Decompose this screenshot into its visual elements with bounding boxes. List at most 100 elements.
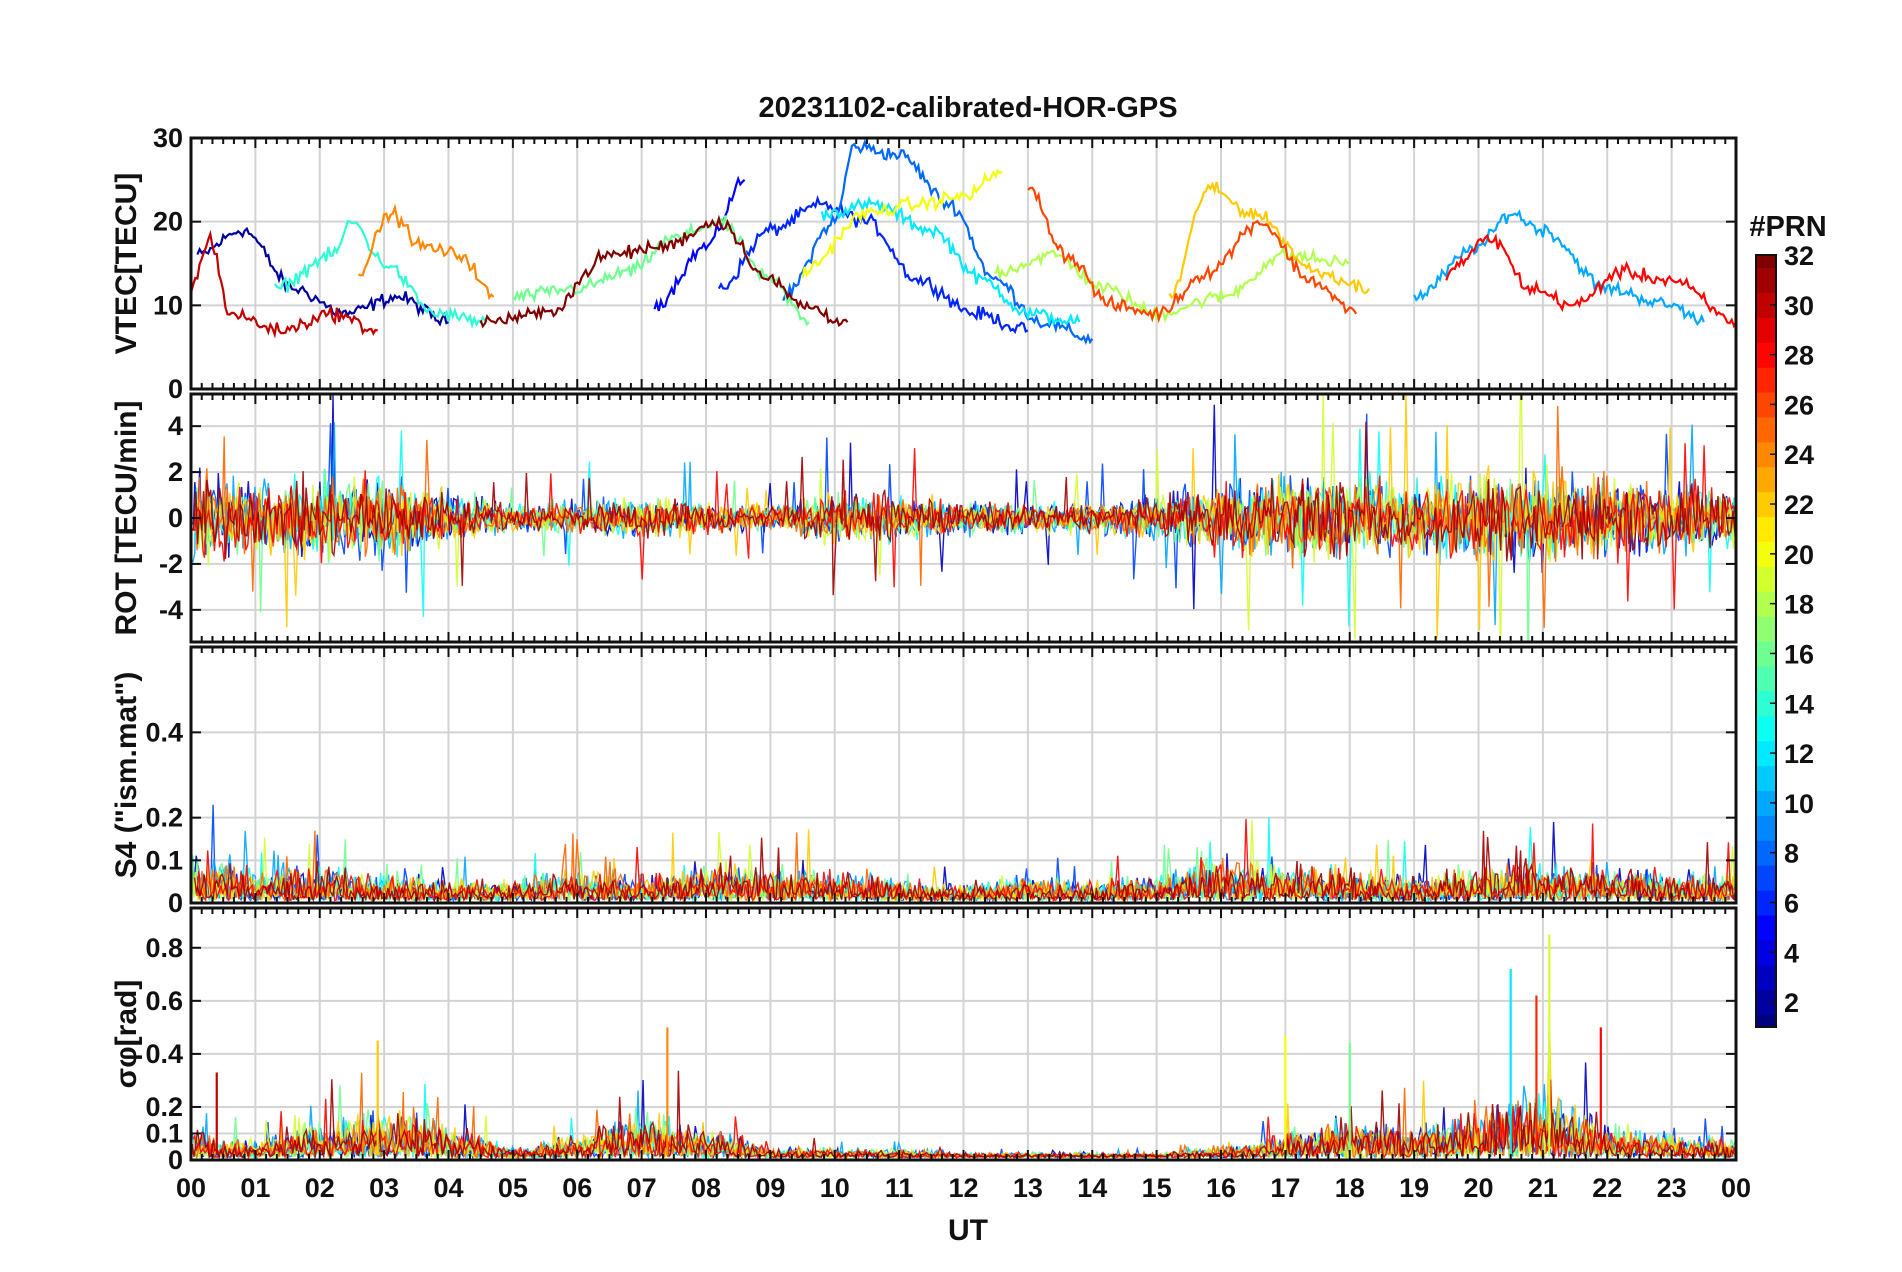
colorbar-band-15 — [1756, 665, 1776, 692]
colorbar-tick-label: 32 — [1784, 241, 1814, 271]
colorbar-band-13 — [1756, 715, 1776, 742]
series-line-prn-14 — [273, 220, 488, 330]
colorbar-band-4 — [1756, 939, 1776, 966]
noise-trace-prn-31 — [193, 830, 1736, 903]
x-tick-label: 13 — [1013, 1173, 1043, 1203]
y-tick-label: 0 — [168, 374, 183, 404]
colorbar-tick-label: 22 — [1784, 490, 1814, 520]
colorbar-band-6 — [1756, 890, 1776, 916]
x-tick-label: 16 — [1206, 1173, 1236, 1203]
x-tick-label: 06 — [562, 1173, 592, 1203]
panel-s4: 0 0.1 0.2 0.4S4 ("ism.mat") — [110, 645, 1738, 918]
y-tick-label: 2 — [168, 457, 183, 487]
colorbar-tick-label: 2 — [1784, 988, 1799, 1018]
x-tick-label: 09 — [755, 1173, 785, 1203]
noise-trace-prn-31 — [191, 421, 1736, 596]
y-tick-label: 30 — [153, 123, 183, 153]
panel-frame — [189, 906, 1738, 1162]
colorbar-band-2 — [1756, 989, 1776, 1016]
colorbar-tick-label: 24 — [1784, 440, 1814, 470]
x-tick-label: 12 — [948, 1173, 978, 1203]
x-tick-label: 19 — [1399, 1173, 1429, 1203]
y-tick-label: 0.2 — [145, 803, 183, 833]
panel-frame — [189, 392, 1738, 644]
x-tick-label: 07 — [627, 1173, 657, 1203]
y-axis-label-s4: S4 ("ism.mat") — [110, 672, 143, 879]
y-tick-label: 0.1 — [145, 1118, 183, 1148]
series-line-prn-22 — [1168, 181, 1371, 299]
colorbar-band-32 — [1756, 255, 1776, 269]
x-tick-label: 01 — [240, 1173, 270, 1203]
series-line-prn-2 — [196, 226, 449, 327]
colorbar-band-30 — [1756, 292, 1776, 318]
colorbar-tick-label: 6 — [1784, 888, 1799, 918]
colorbar-tick-label: 8 — [1784, 839, 1799, 869]
y-tick-label: 0.1 — [145, 845, 183, 875]
colorbar-band-14 — [1756, 690, 1776, 717]
colorbar-band-18 — [1756, 591, 1776, 617]
series-line-prn-28 — [1445, 233, 1736, 329]
colorbar-band-22 — [1756, 491, 1776, 518]
x-tick-label: 18 — [1335, 1173, 1365, 1203]
colorbar-band-5 — [1756, 914, 1776, 941]
series-line-prn-30 — [191, 229, 378, 339]
x-tick-label: 17 — [1270, 1173, 1300, 1203]
panel-vtec: 0 10 20 30 VTEC[TECU] — [110, 123, 1738, 404]
colorbar-band-1 — [1756, 1014, 1776, 1028]
colorbar-frame — [1755, 254, 1777, 1028]
colorbar-band-24 — [1756, 441, 1776, 468]
y-tick-label: 0 — [168, 503, 183, 533]
y-tick-label: -4 — [159, 595, 183, 625]
colorbar-tick-label: 20 — [1784, 540, 1814, 570]
series-line-prn-18 — [994, 245, 1351, 324]
y-tick-label: 0.8 — [145, 933, 183, 963]
colorbar-band-20 — [1756, 541, 1776, 567]
series-line-prn-6 — [717, 195, 1029, 335]
colorbar-tick-label: 14 — [1784, 689, 1814, 719]
y-tick-label: -2 — [159, 549, 183, 579]
series-line-prn-24 — [357, 203, 495, 301]
series-line-prn-5 — [653, 175, 746, 312]
x-tick-label: 00 — [1721, 1173, 1751, 1203]
noise-trace-prn-31 — [191, 1070, 1735, 1160]
colorbar-band-26 — [1756, 391, 1776, 418]
colorbar-band-19 — [1756, 566, 1776, 592]
colorbar-band-21 — [1756, 516, 1776, 542]
colorbar-band-7 — [1756, 865, 1776, 891]
panel-rot: -4 -2 0 2 4 ROT [TECU/min] — [110, 392, 1738, 644]
colorbar-tick-label: 30 — [1784, 291, 1814, 321]
noise-trace-prn-28 — [192, 443, 1736, 610]
x-tick-label: 10 — [820, 1173, 850, 1203]
colorbar-tick-label: 16 — [1784, 639, 1814, 669]
panel-frame — [189, 136, 1738, 391]
colorbar-tick-label: 26 — [1784, 390, 1814, 420]
y-axis-label-vtec: VTEC[TECU] — [110, 173, 143, 355]
x-tick-labels: 00 01 02 03 04 05 06 07 08 09 10 11 12 13 14 15 16 17 18 19… — [176, 1173, 1751, 1203]
x-tick-label: 03 — [369, 1173, 399, 1203]
y-tick-label: 0 — [168, 888, 183, 918]
y-axis-label-rot: ROT [TECU/min] — [110, 401, 143, 636]
x-tick-label: 02 — [305, 1173, 335, 1203]
x-tick-label: 11 — [885, 1173, 914, 1203]
x-tick-label: 22 — [1592, 1173, 1622, 1203]
x-tick-label: 05 — [498, 1173, 528, 1203]
series-line-prn-12 — [820, 195, 1081, 327]
colorbar-band-10 — [1756, 790, 1776, 816]
plot-area — [191, 804, 1736, 903]
colorbar-band-23 — [1756, 466, 1776, 493]
colorbar-band-12 — [1756, 740, 1776, 767]
colorbar-band-9 — [1756, 815, 1776, 841]
y-tick-label: 4 — [168, 411, 183, 441]
colorbar-band-17 — [1756, 616, 1776, 642]
colorbar-tick-label: 4 — [1784, 938, 1799, 968]
plot-area — [191, 138, 1736, 346]
x-tick-label: 14 — [1077, 1173, 1107, 1203]
colorbar-band-11 — [1756, 765, 1776, 792]
colorbar-band-27 — [1756, 367, 1776, 393]
y-tick-label: 0.4 — [145, 1039, 183, 1069]
x-tick-label: 00 — [176, 1173, 206, 1203]
series-line-prn-32 — [479, 214, 849, 329]
